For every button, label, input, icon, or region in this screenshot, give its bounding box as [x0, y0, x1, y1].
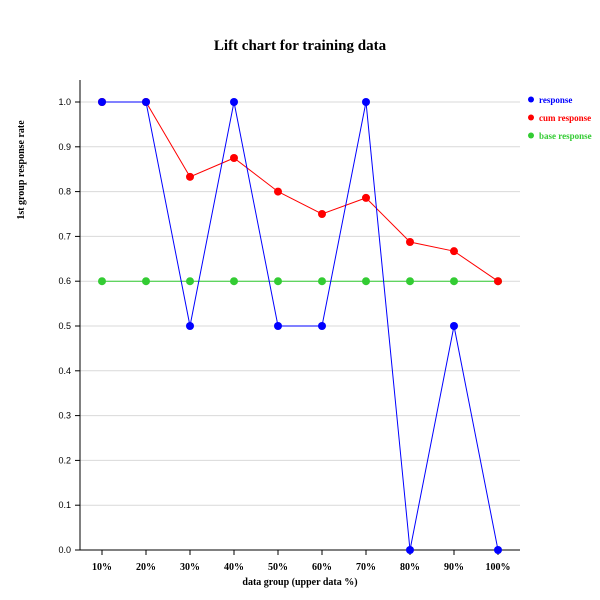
data-point-response [230, 98, 238, 106]
y-tick-label: 0.0 [58, 545, 71, 555]
y-axis-label: 1st group response rate [16, 120, 27, 220]
series-group [98, 98, 502, 554]
data-point-base-response [230, 277, 238, 286]
y-tick-label: 0.6 [58, 276, 71, 286]
data-point-base-response [142, 277, 150, 286]
x-tick-label: 80% [400, 562, 420, 573]
x-axis-label: data group (upper data %) [242, 577, 357, 588]
data-point-base-response [186, 277, 194, 286]
data-point-response [362, 98, 370, 106]
x-tick-label: 30% [180, 562, 200, 573]
data-point-response [450, 322, 458, 330]
data-point-base-response [98, 277, 106, 286]
x-tick-label: 10% [92, 562, 112, 573]
data-point-base-response [450, 277, 458, 286]
legend-marker-response [528, 96, 534, 103]
y-tick-label: 0.2 [58, 455, 71, 465]
x-tick-label: 40% [224, 562, 244, 573]
data-point-cum-response [362, 193, 370, 202]
series-line-cum-response [102, 101, 499, 282]
series-line-response [102, 101, 499, 551]
x-tick-label: 50% [268, 562, 288, 573]
data-point-cum-response [318, 210, 326, 218]
data-point-response [494, 546, 502, 554]
y-tick-label: 0.5 [58, 321, 71, 331]
data-point-cum-response [186, 172, 194, 181]
data-point-response [318, 322, 326, 330]
y-tick-label: 0.4 [58, 366, 71, 376]
data-point-base-response [406, 277, 414, 286]
series-base-response [98, 277, 502, 286]
legend-label-response: response [539, 95, 572, 105]
legend-label-cum-response: cum response [539, 113, 591, 123]
data-point-response [186, 322, 194, 330]
x-tick-label: 90% [444, 562, 464, 573]
series-response [98, 98, 502, 554]
data-point-cum-response [274, 187, 282, 196]
data-point-response [274, 322, 282, 330]
data-point-base-response [318, 277, 326, 286]
y-tick-label: 0.1 [58, 500, 71, 510]
data-point-cum-response [406, 238, 414, 246]
data-point-response [98, 98, 106, 106]
legend: response cum response base response [528, 95, 592, 141]
chart-title: Lift chart for training data [214, 38, 387, 54]
data-point-response [142, 98, 150, 106]
y-tick-label: 1.0 [58, 97, 71, 107]
x-tick-label: 70% [356, 562, 376, 573]
data-point-base-response [274, 277, 282, 286]
x-tick-label: 20% [136, 562, 156, 573]
data-point-cum-response [450, 247, 458, 256]
y-tick-label: 0.3 [58, 411, 71, 421]
axes: 0.0 0.1 0.2 0.3 0.4 0.5 0.6 0.7 0.8 0.9 1.0 10% 20% 3… [58, 80, 520, 573]
y-tick-label: 0.8 [58, 187, 71, 197]
data-point-response [406, 546, 414, 554]
data-point-base-response [362, 277, 370, 286]
y-tick-label: 0.7 [58, 231, 71, 241]
x-tick-label: 60% [312, 562, 332, 573]
legend-marker-base-response [528, 132, 534, 139]
x-tick-label: 100% [486, 562, 511, 573]
legend-marker-cum-response [528, 114, 534, 121]
data-point-cum-response [494, 277, 502, 286]
y-tick-label: 0.9 [58, 142, 71, 152]
legend-label-base-response: base response [539, 131, 592, 141]
data-point-cum-response [230, 154, 238, 162]
